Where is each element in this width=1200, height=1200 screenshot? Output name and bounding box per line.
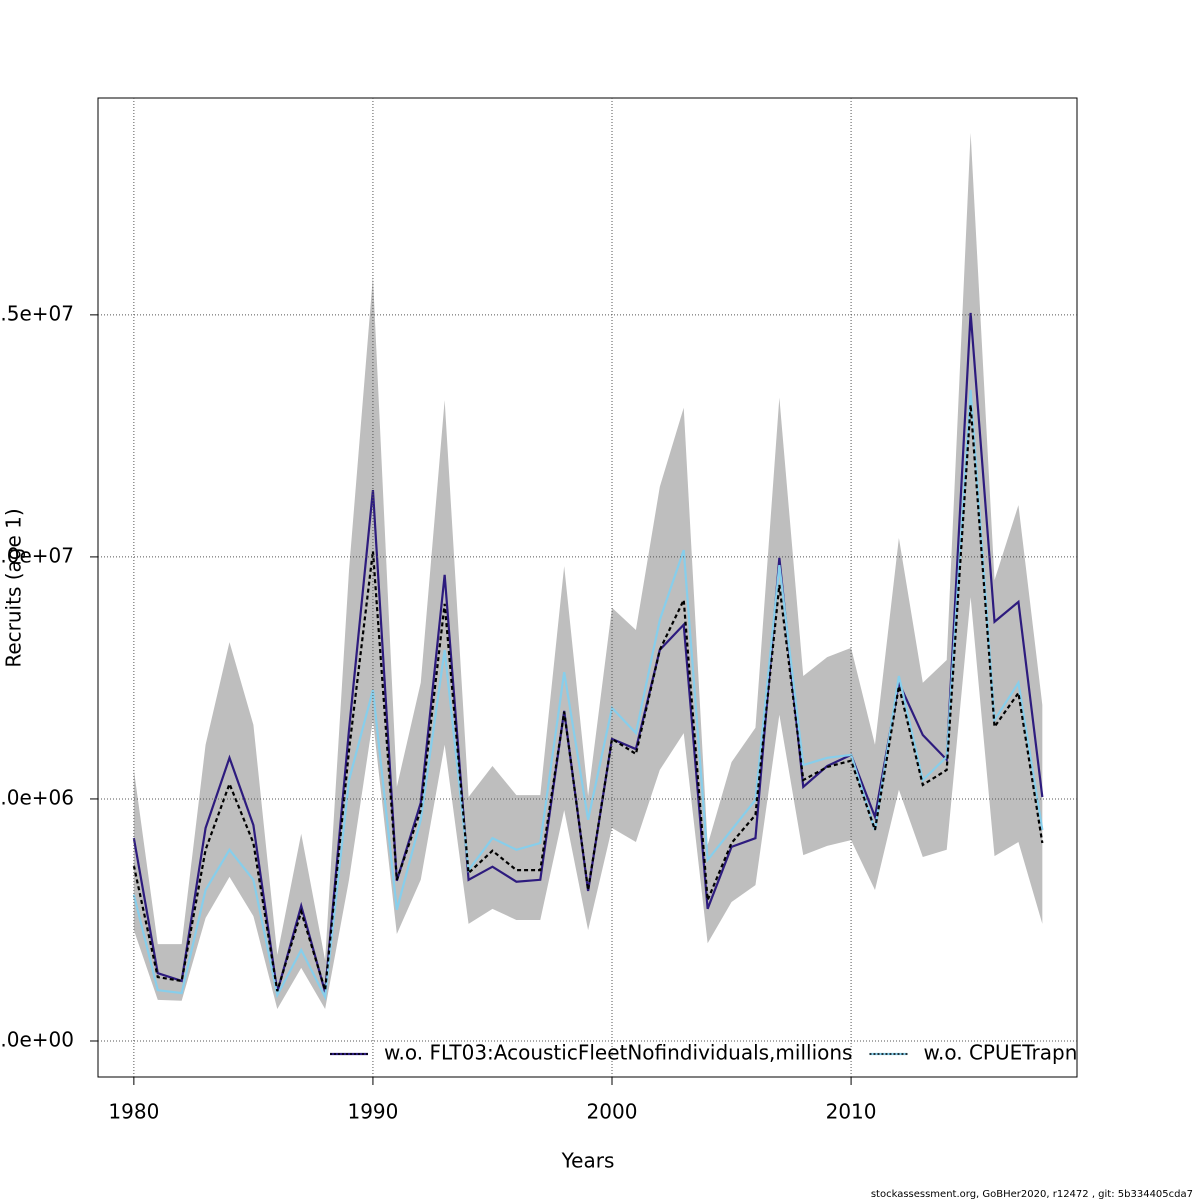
legend-label: w.o. CPUETrapn — [923, 1041, 1077, 1065]
series-line — [132, 404, 1044, 992]
series-line — [132, 389, 1044, 1001]
x-tick-label: 2000 — [587, 1100, 638, 1124]
confidence-band — [133, 132, 1043, 1010]
x-axis-label: Years — [561, 1149, 615, 1173]
y-tick-label: 5.0e+06 — [0, 785, 74, 809]
x-tick-label: 1990 — [347, 1100, 398, 1124]
x-tick-label: 1980 — [108, 1100, 159, 1124]
legend: w.o. FLT03:AcousticFleetNofindividuals,m… — [330, 1041, 1077, 1065]
y-tick-label: 1.0e+07 — [0, 543, 74, 567]
x-tick-label: 2010 — [826, 1100, 877, 1124]
y-axis-label: Recruits (age 1) — [2, 508, 26, 667]
legend-label: w.o. FLT03:AcousticFleetNofindividuals,m… — [384, 1041, 852, 1065]
y-tick-label: 0.0e+00 — [0, 1027, 74, 1051]
y-tick-label: 1.5e+07 — [0, 301, 74, 325]
plot-area — [132, 132, 1044, 1010]
plot-frame — [97, 97, 1078, 1078]
footer: stockassessment.org, GoBHer2020, r12472 … — [871, 1189, 1193, 1200]
